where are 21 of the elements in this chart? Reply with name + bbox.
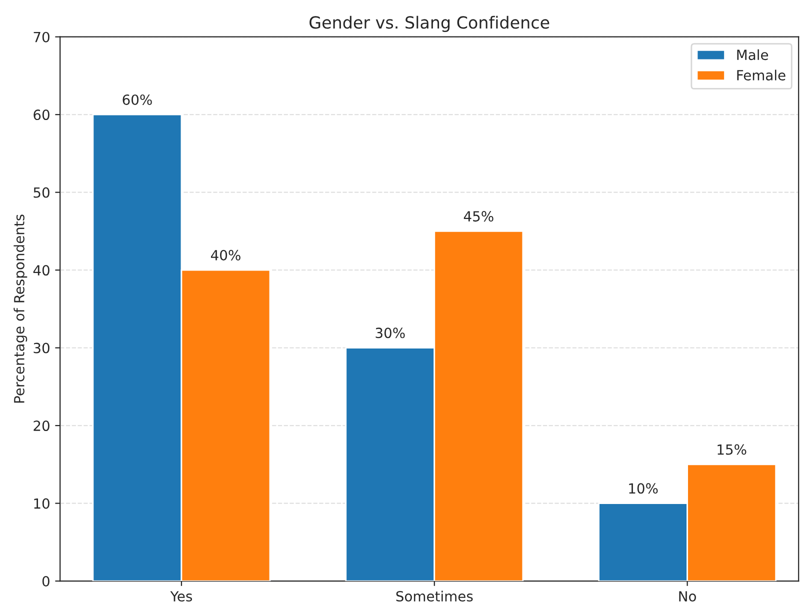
chart-title: Gender vs. Slang Confidence [310,16,550,32]
y-tick-label: 40 [33,265,50,276]
x-tick-label: Yes [170,591,192,602]
data-label: 60% [122,94,152,105]
y-tick-label: 10 [34,498,50,509]
data-label: 45% [464,211,494,222]
y-axis-title: Percentage of Respondents [14,214,28,403]
y-tick-label: 60 [34,110,50,120]
data-label: 30% [376,328,405,338]
x-tick-label: Sometimes [396,590,473,602]
y-tick-label: 0 [42,576,50,587]
y-tick-label: 20 [34,420,50,432]
y-tick-label: 50 [34,187,50,198]
legend-label: Female [737,70,786,80]
x-tick-label: No [679,591,696,602]
legend-label: Male [737,49,768,60]
data-label: 10% [629,483,658,494]
data-label: 15% [718,444,746,455]
data-label: 40% [210,250,240,260]
y-tick-label: 30 [34,342,50,354]
y-tick-label: 70 [34,32,50,42]
